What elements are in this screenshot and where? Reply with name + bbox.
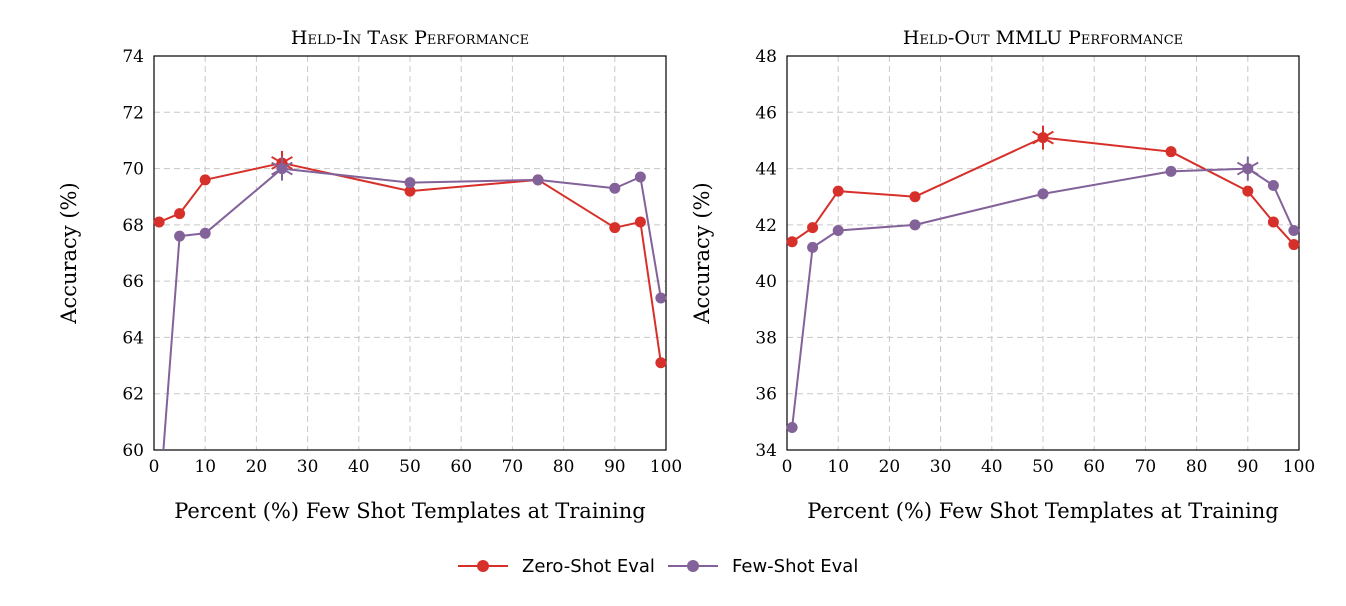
star-center <box>1037 132 1049 144</box>
x-tick-label: 30 <box>297 457 319 477</box>
data-point <box>609 222 621 234</box>
legend-zero-label: Zero-Shot Eval <box>522 556 655 577</box>
data-point <box>153 216 165 228</box>
marker-layer <box>153 150 667 369</box>
data-point <box>807 241 819 253</box>
legend-few-label: Few-Shot Eval <box>732 556 858 577</box>
data-point <box>909 191 921 203</box>
legend-zero-marker-icon <box>477 560 489 572</box>
x-tick-label: 100 <box>650 457 682 477</box>
data-point <box>786 421 798 433</box>
data-point <box>909 219 921 231</box>
data-point <box>1242 185 1254 197</box>
legend-item-zero-shot: Zero-Shot Eval <box>458 556 655 577</box>
best-star-marker <box>271 156 293 181</box>
y-tick-label: 36 <box>755 385 777 405</box>
y-tick-label: 42 <box>755 216 777 236</box>
legend-item-few-shot: Few-Shot Eval <box>668 556 858 577</box>
y-tick-label: 60 <box>122 441 144 461</box>
chart-title: Held-In Task Performance <box>291 27 529 49</box>
grid <box>786 55 1300 451</box>
y-tick-label: 66 <box>122 272 144 292</box>
x-tick-label: 90 <box>604 457 626 477</box>
x-axis-label: Percent (%) Few Shot Templates at Traini… <box>174 499 646 523</box>
x-tick-label: 80 <box>1186 457 1208 477</box>
data-point <box>199 227 211 239</box>
x-tick-label: 60 <box>450 457 472 477</box>
marker-layer <box>786 125 1300 433</box>
y-tick-label: 38 <box>755 328 777 348</box>
y-axis-label: Accuracy (%) <box>57 182 81 324</box>
grid <box>153 55 667 451</box>
data-point <box>174 208 186 220</box>
tick-labels: 0 10 20 30 40 50 60 70 80 90 100 60 62 64 66 68 70 72 74 <box>122 47 682 477</box>
y-tick-label: 70 <box>122 160 144 180</box>
series-layer <box>158 161 662 450</box>
data-point <box>1288 224 1300 236</box>
x-tick-label: 40 <box>348 457 370 477</box>
data-point <box>609 182 621 194</box>
x-tick-label: 80 <box>553 457 575 477</box>
data-point <box>174 230 186 242</box>
data-point <box>404 177 416 189</box>
x-tick-label: 60 <box>1083 457 1105 477</box>
data-point <box>1165 165 1177 177</box>
star-center <box>276 163 288 175</box>
x-tick-label: 0 <box>782 457 793 477</box>
x-tick-label: 10 <box>194 457 216 477</box>
chart-held-out-mmlu: 0 10 20 30 40 50 60 70 80 90 100 34 36 38 40 42 44 46 48 H… <box>690 27 1315 523</box>
data-point <box>1288 239 1300 251</box>
y-axis-label: Accuracy (%) <box>690 182 714 324</box>
y-tick-label: 72 <box>122 103 144 123</box>
data-point <box>199 174 211 186</box>
x-tick-label: 70 <box>502 457 524 477</box>
chart-held-in: 0 10 20 30 40 50 60 70 80 90 100 60 62 64 66 68 70 72 74 H… <box>57 27 682 523</box>
x-tick-label: 90 <box>1237 457 1259 477</box>
x-tick-label: 50 <box>1032 457 1054 477</box>
y-tick-label: 74 <box>122 47 144 67</box>
tick-labels: 0 10 20 30 40 50 60 70 80 90 100 34 36 38 40 42 44 46 48 <box>755 47 1315 477</box>
x-tick-label: 10 <box>827 457 849 477</box>
y-tick-label: 64 <box>122 328 144 348</box>
best-star-marker <box>1032 125 1054 150</box>
chart-title: Held-Out MMLU Performance <box>903 27 1183 49</box>
data-point <box>655 357 667 369</box>
data-point <box>832 185 844 197</box>
data-point <box>1165 146 1177 158</box>
y-tick-label: 68 <box>122 216 144 236</box>
x-tick-label: 70 <box>1135 457 1157 477</box>
x-tick-label: 30 <box>930 457 952 477</box>
plot-frame <box>153 55 667 451</box>
best-star-marker <box>1236 156 1259 181</box>
data-point <box>1037 188 1049 200</box>
data-point <box>532 174 544 186</box>
legend: Zero-Shot Eval Few-Shot Eval <box>458 556 858 577</box>
x-tick-label: 20 <box>246 457 268 477</box>
data-point <box>404 185 416 197</box>
legend-few-marker-icon <box>687 560 699 572</box>
data-point <box>655 292 667 304</box>
star-center <box>1242 163 1254 175</box>
x-tick-label: 40 <box>981 457 1003 477</box>
data-point <box>786 236 798 248</box>
plot-frame <box>786 55 1300 451</box>
x-tick-label: 20 <box>879 457 901 477</box>
x-axis-label: Percent (%) Few Shot Templates at Traini… <box>807 499 1279 523</box>
y-tick-label: 46 <box>755 103 777 123</box>
data-point <box>1267 216 1279 228</box>
data-point <box>1267 179 1279 191</box>
y-tick-label: 34 <box>755 441 777 461</box>
data-point <box>634 216 646 228</box>
x-tick-label: 50 <box>399 457 421 477</box>
y-tick-label: 62 <box>122 385 144 405</box>
y-tick-label: 48 <box>755 47 777 67</box>
data-point <box>807 222 819 234</box>
data-point <box>634 171 646 183</box>
y-tick-label: 40 <box>755 272 777 292</box>
y-tick-label: 44 <box>755 160 777 180</box>
data-point <box>832 224 844 236</box>
x-tick-label: 0 <box>149 457 160 477</box>
x-tick-label: 100 <box>1283 457 1315 477</box>
